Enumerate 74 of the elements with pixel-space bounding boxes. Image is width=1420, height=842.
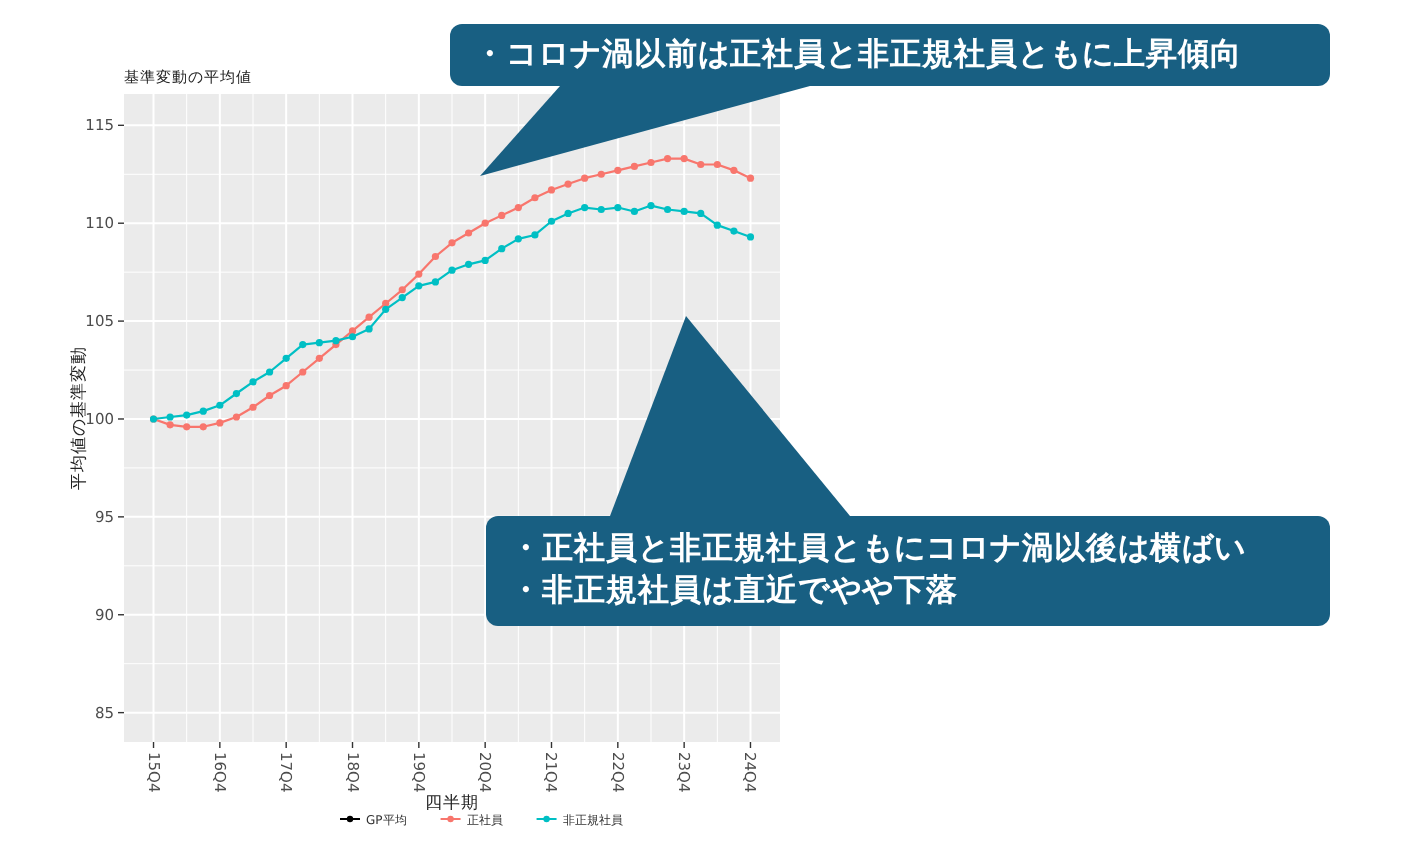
point bbox=[564, 180, 572, 188]
annotation: ・非正規社員は直近でやや下落 bbox=[510, 570, 960, 612]
point bbox=[730, 227, 738, 235]
point bbox=[183, 423, 191, 431]
point bbox=[348, 333, 357, 341]
point bbox=[282, 354, 290, 362]
point bbox=[547, 186, 556, 194]
point bbox=[498, 211, 506, 219]
point bbox=[382, 305, 390, 313]
point bbox=[183, 411, 191, 419]
point bbox=[697, 209, 705, 218]
point bbox=[614, 166, 622, 174]
point bbox=[597, 170, 605, 178]
point bbox=[448, 239, 456, 247]
point bbox=[415, 282, 423, 290]
point bbox=[348, 327, 357, 335]
point bbox=[199, 423, 207, 431]
point bbox=[299, 368, 307, 376]
point bbox=[514, 203, 522, 212]
point bbox=[597, 205, 605, 214]
point bbox=[266, 368, 274, 376]
point bbox=[166, 421, 174, 429]
point bbox=[498, 245, 506, 253]
point bbox=[448, 266, 456, 274]
point bbox=[663, 155, 672, 163]
point bbox=[730, 166, 738, 174]
point bbox=[266, 391, 274, 400]
point bbox=[547, 217, 556, 225]
point bbox=[431, 252, 440, 261]
point bbox=[630, 207, 638, 216]
point bbox=[216, 401, 224, 409]
point bbox=[282, 382, 290, 390]
point bbox=[464, 260, 473, 268]
point bbox=[232, 413, 241, 421]
point bbox=[166, 413, 174, 421]
point bbox=[581, 174, 589, 182]
point bbox=[398, 286, 406, 294]
point bbox=[564, 209, 572, 218]
point bbox=[697, 160, 705, 169]
point bbox=[232, 389, 241, 398]
point bbox=[614, 203, 622, 212]
point bbox=[514, 235, 522, 243]
point bbox=[680, 155, 688, 163]
point bbox=[382, 299, 390, 308]
point bbox=[746, 233, 755, 241]
point bbox=[746, 174, 755, 182]
point bbox=[299, 340, 307, 349]
point bbox=[315, 339, 323, 347]
point bbox=[216, 419, 224, 427]
point bbox=[680, 207, 688, 216]
annotation: ・正社員と非正規社員ともにコロナ渦以後は横ばい bbox=[510, 528, 1248, 570]
point bbox=[713, 221, 721, 229]
point bbox=[431, 278, 440, 286]
point bbox=[249, 378, 257, 386]
point bbox=[464, 229, 473, 237]
point bbox=[531, 194, 539, 202]
point bbox=[647, 158, 655, 167]
point bbox=[581, 203, 589, 212]
point bbox=[647, 201, 655, 210]
point bbox=[315, 354, 323, 362]
point bbox=[481, 256, 489, 264]
point bbox=[199, 407, 207, 415]
point bbox=[398, 294, 406, 302]
point bbox=[249, 403, 257, 411]
point bbox=[713, 160, 721, 169]
point bbox=[531, 231, 539, 239]
y-axis-title: 平均値の基準変動 bbox=[68, 346, 90, 490]
point bbox=[481, 219, 489, 227]
point bbox=[663, 205, 672, 214]
point bbox=[630, 162, 638, 171]
x-axis-title: 四半期 bbox=[425, 792, 479, 814]
point bbox=[365, 325, 373, 333]
point bbox=[365, 313, 373, 321]
point bbox=[415, 270, 423, 278]
